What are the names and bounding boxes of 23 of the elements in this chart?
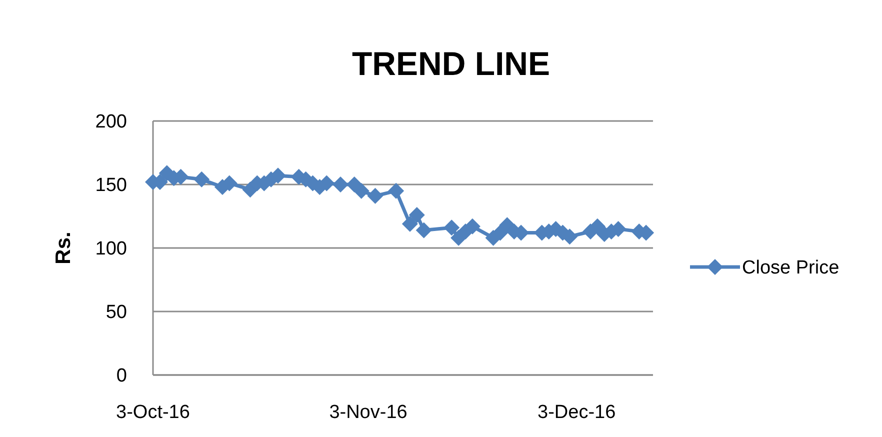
legend-label: Close Price (742, 258, 840, 279)
point (388, 182, 404, 199)
y-axis-title: Rs. (52, 232, 75, 264)
x-tick-label: 3-Nov-16 (329, 402, 408, 423)
point (416, 222, 432, 238)
point (444, 220, 460, 236)
y-tick-label: 200 (95, 112, 127, 133)
x-tick-label: 3-Oct-16 (116, 402, 190, 423)
y-tick-label: 100 (95, 238, 127, 260)
y-tick-label: 50 (106, 302, 127, 324)
point (353, 182, 370, 199)
point (492, 224, 508, 241)
y-tick-label: 0 (116, 366, 127, 387)
point (589, 218, 606, 234)
point (367, 188, 384, 204)
y-tick-label: 150 (95, 175, 127, 196)
point (464, 218, 480, 234)
x-tick-label: 3-Dec-16 (538, 402, 616, 423)
chart-title: TREND LINE (352, 45, 550, 82)
point (408, 206, 425, 223)
point (402, 216, 418, 232)
point (194, 171, 210, 188)
point (332, 176, 348, 192)
